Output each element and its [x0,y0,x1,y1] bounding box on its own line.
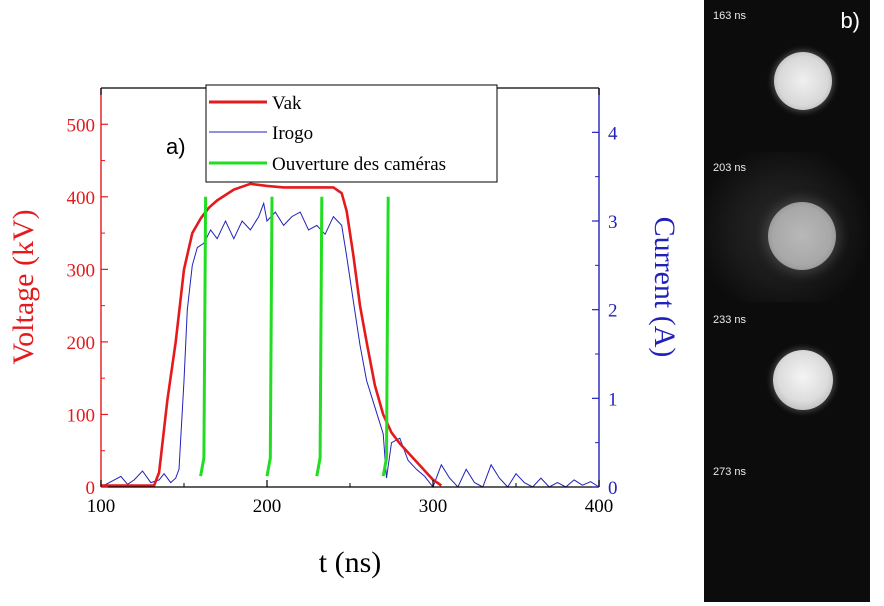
y-left-tick-label: 400 [67,188,96,209]
beam-spot-image [773,350,833,410]
beam-spot-image [774,52,832,110]
y-left-tick-label: 200 [67,333,96,354]
y-right-tick-label: 3 [608,212,618,233]
y-left-tick-label: 500 [67,115,96,136]
legend-label-vak: Vak [272,93,302,114]
x-axis-label: t (ns) [319,546,382,579]
x-tick-label: 200 [253,496,282,517]
beam-spot-image [768,202,836,270]
panel-label-a: a) [166,134,186,159]
frame-time-label: 203 ns [713,162,746,174]
camera-frame-4: 273 ns [704,456,870,606]
y-right-tick-label: 1 [608,389,618,410]
y-right-tick-label: 2 [608,301,618,322]
y-axis-label-right: Current (A) [648,217,681,358]
y-right-tick-label: 4 [608,123,618,144]
x-tick-label: 400 [585,496,614,517]
camera-frame-3: 233 ns [704,304,870,454]
y-axis-label-left: Voltage (kV) [7,209,40,364]
camera-frame-2: 203 ns [704,152,870,302]
frame-time-label: 163 ns [713,10,746,22]
y-right-tick-label: 0 [608,478,618,499]
y-left-tick-label: 300 [67,260,96,281]
x-tick-label: 100 [87,496,116,517]
x-tick-label: 300 [419,496,448,517]
legend-label-cameras: Ouverture des caméras [272,154,446,175]
y-left-tick-label: 0 [86,478,96,499]
y-left-tick-label: 100 [67,405,96,426]
legend: Vak Irogo Ouverture des caméras [206,85,497,182]
frame-time-label: 273 ns [713,466,746,478]
camera-frames-panel: b) 163 ns 203 ns 233 ns 273 ns [704,0,870,602]
camera-frame-1: 163 ns [704,0,870,150]
frame-time-label: 233 ns [713,314,746,326]
legend-label-irogo: Irogo [272,123,313,144]
